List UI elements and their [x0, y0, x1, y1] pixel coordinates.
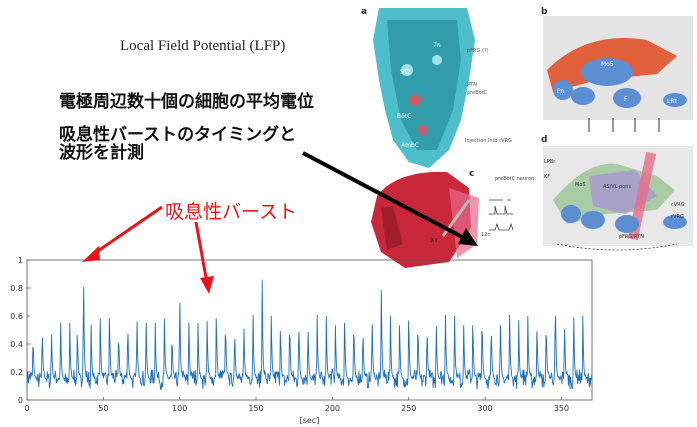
- xiin-label: XII: [431, 238, 437, 244]
- lrt-label: LRt: [667, 98, 678, 105]
- y-tick-label: 0.6: [10, 312, 23, 321]
- x-tick-label: 350: [554, 404, 569, 413]
- tick-arrows: [588, 118, 660, 132]
- y-tick-label: 1: [18, 256, 23, 265]
- so-nucleus: [401, 64, 413, 76]
- so-label: SO: [400, 68, 410, 76]
- botc-nucleus: [409, 94, 421, 106]
- black-arrow: [302, 151, 467, 241]
- red-arrow-2: [194, 221, 209, 284]
- lpbr-label: LPBr: [544, 159, 556, 165]
- prebotc-label: preBötC: [467, 90, 488, 96]
- rtn-label: RTN: [467, 82, 477, 88]
- rvrg-label: rVRG: [671, 214, 684, 220]
- panel-a-label: a: [361, 7, 367, 17]
- chart-ticks: 0 50 100 150 200 250 300 350 0 0.2 0.4 0.6 0.8 1 [sec]: [10, 256, 569, 425]
- burst-label: 吸息性バースト: [165, 201, 298, 223]
- red-arrowhead-1: [82, 246, 100, 262]
- prebotc-nucleus: [418, 125, 428, 135]
- f-nucleus: [613, 88, 641, 108]
- panel-d-label: d: [541, 135, 547, 145]
- neuron-label: preBötC neuron: [495, 176, 534, 182]
- panel-b: b Mo5 Pn F LRt: [541, 7, 693, 132]
- x-tick-label: 250: [401, 404, 416, 413]
- brainstem-figure: a SO 7n BötC AmbC pFRG (?) RTN preBötC I…: [361, 7, 693, 268]
- mos-label: MoS: [575, 182, 586, 188]
- panel-a: a SO 7n BötC AmbC pFRG (?) RTN preBötC I…: [361, 7, 512, 168]
- lrt-nucleus-d: [663, 215, 687, 229]
- description-line-3: 波形を計測: [59, 143, 144, 163]
- plot-frame: [26, 259, 593, 401]
- y-tick-label: 0.8: [10, 284, 23, 293]
- 7n-label: 7n: [433, 42, 441, 49]
- lrt-nucleus: [663, 93, 687, 107]
- tissue-shadow: [381, 206, 403, 250]
- x-tick-label: 100: [172, 404, 187, 413]
- x-tick-label: 150: [248, 404, 263, 413]
- kf-label: KF: [544, 174, 550, 180]
- brainstem-core: [387, 20, 461, 150]
- so-nucleus-d: [581, 211, 605, 229]
- chart-axes: [26, 259, 593, 401]
- ambc-label: AmbC: [401, 142, 419, 149]
- pn-nucleus-d: [561, 205, 581, 223]
- spike-trace: [489, 199, 514, 231]
- panel-d: d LPBr KF AS/VL pons MoS rVRG cVRG pFRG/…: [541, 135, 693, 251]
- xii-label: 12n: [481, 232, 491, 238]
- pfrg-label: pFRG (?): [467, 48, 489, 54]
- x-tick-label: 300: [477, 404, 492, 413]
- panel-b-label: b: [541, 7, 548, 17]
- pn-nucleus: [553, 80, 573, 100]
- botc-label: BötC: [397, 113, 411, 120]
- y-tick-label: 0.2: [10, 368, 23, 377]
- annotations: [82, 151, 478, 294]
- black-arrowhead: [458, 228, 478, 246]
- y-tick-label: 0.4: [10, 340, 23, 349]
- f-nucleus-d: [615, 215, 639, 233]
- pfrg-rtn-label: pFRG/RTN: [619, 234, 644, 240]
- description-line-1: 電極周辺数十個の細胞の平均電位: [59, 92, 314, 112]
- f-label: F: [624, 96, 628, 103]
- mo5-label: Mo5: [601, 61, 614, 68]
- pn-label: Pn: [557, 88, 565, 95]
- x-tick-label: 50: [98, 404, 108, 413]
- x-tick-label: 200: [325, 404, 340, 413]
- red-arrowhead-2: [200, 276, 214, 294]
- red-arrow-1: [91, 205, 163, 257]
- lfp-title: Local Field Potential (LFP): [120, 38, 286, 54]
- y-tick-label: 0: [18, 396, 23, 405]
- panel-c-label: c: [469, 169, 474, 179]
- axis-curve: [556, 243, 678, 251]
- cvrg-label: cVRG: [671, 202, 685, 208]
- mo5-nucleus: [581, 58, 633, 86]
- so-nucleus-b: [571, 87, 595, 105]
- 7n-nucleus: [432, 55, 442, 65]
- description-line-2: 吸息性バーストのタイミングと: [59, 125, 297, 145]
- x-axis-label: [sec]: [300, 416, 320, 425]
- x-tick-label: 0: [24, 404, 29, 413]
- as-label: AS/VL pons: [603, 184, 631, 190]
- lfp-signal-line: [26, 279, 593, 390]
- injection-label: Injection into rVRG: [465, 138, 512, 144]
